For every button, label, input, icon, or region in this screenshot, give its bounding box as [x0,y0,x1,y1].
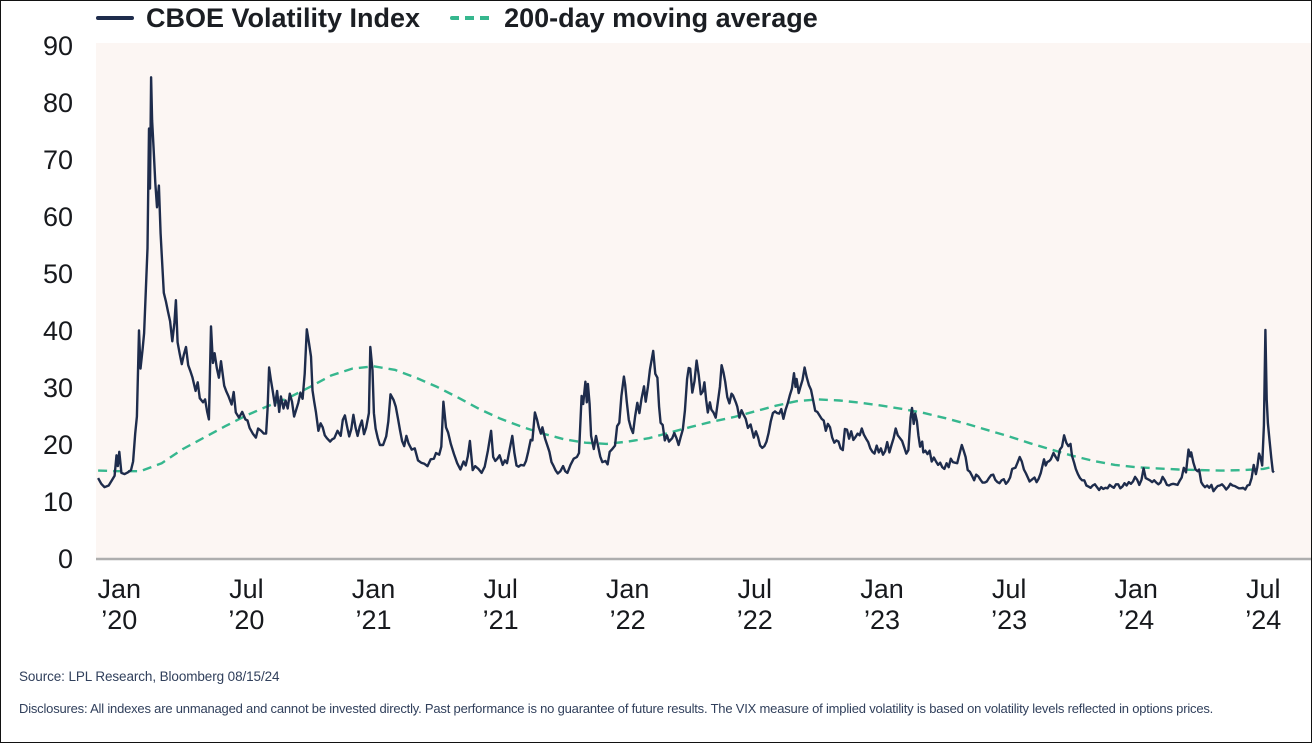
y-tick-label-10: 10 [42,487,73,517]
y-tick-label-50: 50 [42,259,73,289]
x-tick-label-Jul-20: Jul ’20 [228,574,265,635]
y-tick-label-80: 80 [42,88,73,118]
vix-solid-line-swatch [96,16,134,20]
y-tick-label-70: 70 [42,145,73,175]
legend-label-vix: CBOE Volatility Index [146,2,421,33]
chart-legend: CBOE Volatility Index 200-day moving ave… [96,2,818,34]
ma-line [98,365,1275,473]
x-tick-label-Jan-24: Jan ’24 [1114,574,1158,635]
plot-area [96,43,1311,559]
x-tick-label-Jan-20: Jan ’20 [97,574,142,635]
x-tick-label-Jul-21: Jul ’21 [482,574,519,635]
y-tick-label-40: 40 [42,316,73,346]
vix-line [97,76,1275,493]
y-tick-label-0: 0 [57,544,73,574]
legend-item-vix: CBOE Volatility Index [96,3,420,34]
x-tick-label-Jul-22: Jul ’22 [736,574,773,635]
x-tick-label-Jul-24: Jul ’24 [1245,574,1282,635]
y-tick-label-90: 90 [42,31,73,61]
legend-label-ma: 200-day moving average [504,2,818,33]
y-tick-label-30: 30 [42,373,73,403]
legend-item-ma: 200-day moving average [450,3,818,34]
x-tick-label-Jan-23: Jan ’23 [860,574,904,635]
y-tick-label-60: 60 [42,202,73,232]
source-text: Source: LPL Research, Bloomberg 08/15/24 [19,669,280,684]
x-tick-label-Jan-21: Jan ’21 [351,574,396,635]
x-tick-label-Jan-22: Jan ’22 [605,574,650,635]
x-tick-label-Jul-23: Jul ’23 [991,574,1028,635]
disclosures-text: Disclosures: All indexes are unmanaged a… [19,701,1214,716]
y-tick-label-20: 20 [42,430,73,460]
ma-dashed-line-swatch [450,16,493,20]
